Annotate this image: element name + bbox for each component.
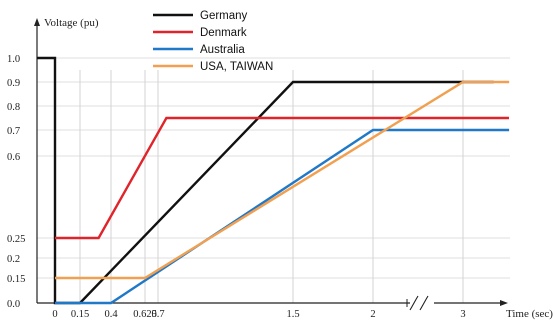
x-axis-arrow — [500, 300, 508, 306]
legend: Germany Denmark Australia USA, TAIWAN — [153, 10, 273, 73]
axes — [34, 18, 508, 311]
gridlines — [37, 57, 510, 303]
series-line-denmark — [55, 116, 509, 240]
x-axis-label: Time (sec) — [506, 308, 553, 320]
y-tick-label: 0.8 — [7, 102, 20, 113]
x-tick-label: 3 — [460, 309, 465, 320]
tick-labels: 0.0 0.15 0.2 0.25 0.6 0.7 0.8 0.9 1.0 0 0.15 0.4 0.6… — [7, 54, 466, 320]
y-axis-label: Voltage (pu) — [44, 17, 99, 29]
x-tick-label: 0 — [52, 309, 57, 320]
y-tick-label: 0.9 — [7, 78, 20, 89]
x-tick-label: 1.5 — [286, 309, 299, 320]
y-tick-label: 1.0 — [7, 54, 20, 65]
series-line-germany — [37, 56, 494, 305]
x-tick-label: 0.7 — [151, 309, 164, 320]
y-tick-label: 0.7 — [7, 126, 20, 137]
x-tick-label: 0.625 — [133, 309, 157, 320]
x-tick-label: 2 — [370, 309, 375, 320]
axis-break-mark — [419, 295, 429, 311]
x-tick-label: 0.15 — [71, 309, 89, 320]
series-group — [37, 56, 509, 305]
legend-label: Denmark — [200, 27, 247, 39]
y-axis-arrow — [34, 18, 40, 26]
legend-label: Australia — [200, 44, 245, 56]
y-tick-label: 0.2 — [7, 254, 20, 265]
y-tick-label: 0.6 — [7, 152, 20, 163]
x-tick-label: 0.4 — [104, 309, 118, 320]
axis-break-mark — [409, 295, 419, 311]
y-tick-label: 0.15 — [7, 274, 25, 285]
legend-label: USA, TAIWAN — [200, 61, 273, 73]
y-tick-label: 0.25 — [7, 234, 25, 245]
series-line-usa-taiwan — [55, 80, 509, 280]
legend-label: Germany — [200, 10, 248, 22]
y-tick-label: 0.0 — [7, 299, 20, 310]
series-line-australia — [55, 128, 509, 305]
